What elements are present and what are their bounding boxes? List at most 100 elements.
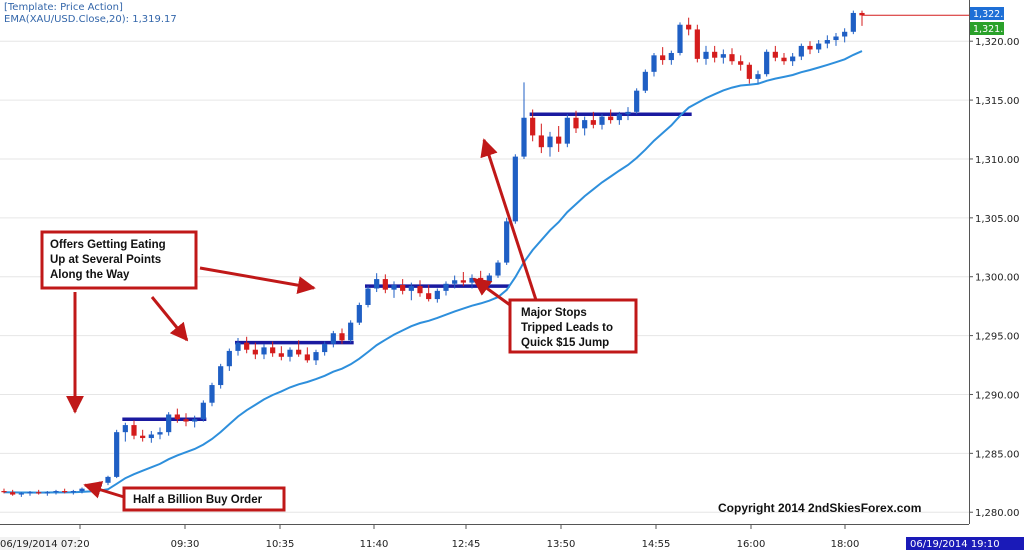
candle-body [564,117,570,144]
candle-up [261,343,267,360]
candle-body [616,114,622,121]
candle-body [261,347,267,355]
candle-up [157,427,163,440]
price-tag-close [970,22,1004,35]
candle-up [44,491,50,496]
candle-up [18,492,24,497]
candle-down [339,328,345,344]
candle-down [694,24,700,63]
candle-body [192,419,198,422]
candle-body [694,29,700,59]
x-tick-label: 11:40 [360,539,389,550]
candle-body [278,353,284,357]
candle-down [270,341,276,357]
candle-body [339,333,345,341]
candle-up [374,273,380,293]
y-axis: 1,280.00 1,285.00 1,290.00 1,295.00 1,300.00… [969,37,1020,519]
candle-up [235,337,241,356]
candle-body [781,57,787,62]
ema-line [3,50,863,494]
candle-up [495,260,501,278]
candle-up [148,430,154,443]
candle-body [460,280,466,283]
candle-body [226,350,232,367]
candle-body [729,54,735,62]
x-tick-label: 12:45 [452,539,481,550]
candle-body [417,286,423,294]
candle-up [642,69,648,94]
candle-body [434,290,440,300]
candle-body [807,45,813,50]
candle-body [122,425,128,433]
candle-up [452,275,458,289]
candle-up [599,114,605,130]
date-tag-end-text: 06/19/2014 19:10 [910,539,1000,550]
candle-body [608,116,614,121]
candle-body [148,434,154,439]
candle-body [157,432,163,435]
candle-body [70,491,76,493]
y-tick-label: 1,320.00 [975,37,1020,48]
candle-down [556,125,562,152]
price-tag-high-text: 1,322.59 [973,9,1015,20]
candle-body [79,488,85,492]
candle-up [625,107,631,121]
candle-up [122,422,128,442]
candle-up [330,330,336,348]
candle-down [781,52,787,65]
candle-up [443,281,449,296]
arrow-stops-up [480,138,538,301]
date-tag-start-text: 06/19/2014 07:20 [0,539,90,550]
candle-body [36,492,42,494]
candle-body [599,116,605,125]
candle-body [625,111,631,115]
candle-up [764,49,770,77]
candle-body [330,333,336,344]
candle-body [114,432,120,477]
candle-up [434,288,440,303]
candle-body [374,279,380,289]
candle-body [365,288,371,305]
candle-down [400,279,406,295]
candle-body [183,419,189,422]
candle-body [790,56,796,62]
arrow-offers-right [199,266,316,295]
candle-body [62,491,68,493]
candle-body [322,343,328,353]
y-tick-label: 1,290.00 [975,390,1020,401]
grid [0,40,969,513]
candle-up [703,45,709,65]
candle-body [590,120,596,125]
candle-up [677,22,683,56]
candle-body [642,71,648,91]
candle-down [746,62,752,84]
candle-up [521,82,527,159]
y-tick-label: 1,315.00 [975,96,1020,107]
candle-down [140,429,146,442]
y-tick-label: 1,300.00 [975,273,1020,284]
candle-down [382,274,388,294]
candle-body [833,36,839,41]
candle-body [677,24,683,53]
candle-up [504,217,510,265]
candle-body [400,284,406,291]
candle-down [859,10,865,26]
arrow-stops-ema [472,277,511,307]
candle-body [391,284,397,290]
candle-body [382,279,388,290]
candle-up [105,475,111,486]
x-tick-label: 09:30 [171,539,200,550]
ema-label: EMA(XAU/USD.Close,20): 1,319.17 [4,14,177,25]
candle-body [746,64,752,79]
candle-body [651,55,657,72]
candle-down [538,123,544,154]
candle-body [131,425,137,436]
candle-up [790,52,796,66]
candle-body [547,136,553,148]
candle-down [460,272,466,287]
candle-body [859,12,865,16]
candle-body [850,12,856,32]
candle-up [348,320,354,343]
candle-body [18,493,24,495]
candle-down [573,110,579,134]
